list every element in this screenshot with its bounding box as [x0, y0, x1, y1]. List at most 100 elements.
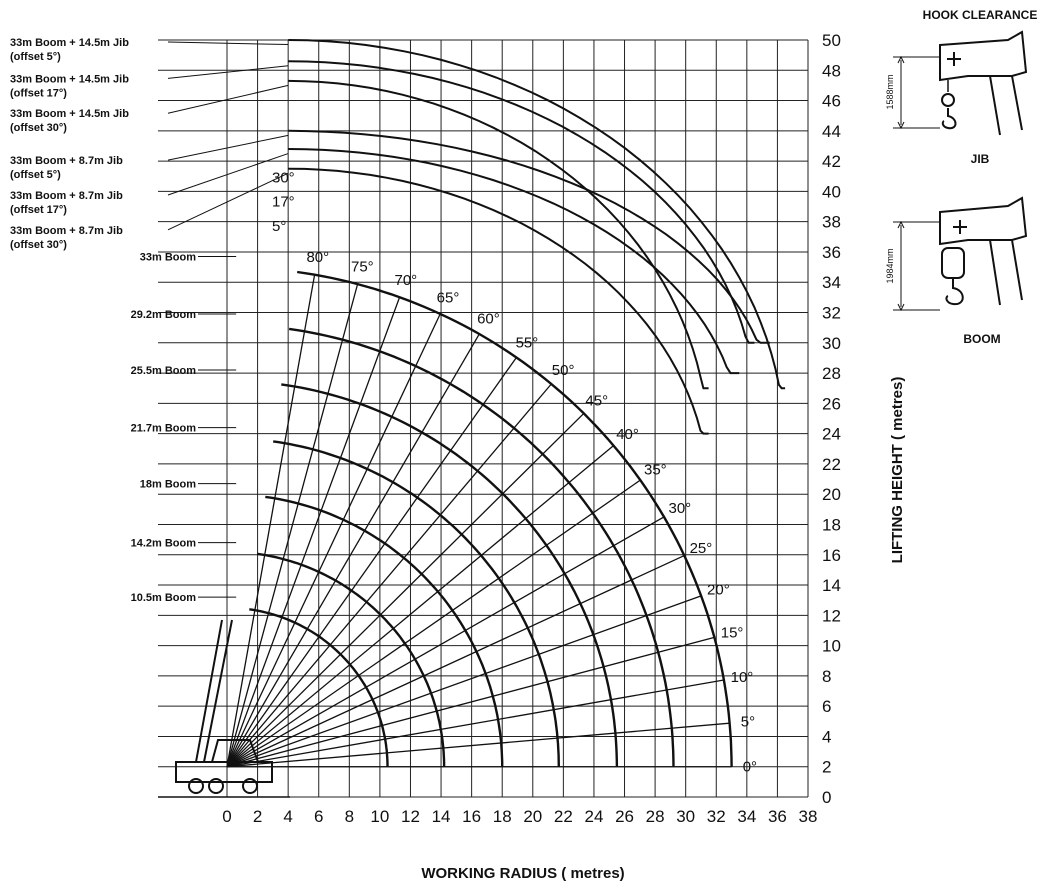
boom-curve-label: 10.5m Boom: [131, 592, 197, 604]
jib-offset-label: 17°: [272, 194, 295, 211]
hook-block-icon: [941, 93, 955, 107]
cab: [211, 739, 259, 763]
jib-offset-label: 5°: [272, 218, 286, 235]
jib-label: JIB: [971, 152, 990, 166]
y-tick-label: 14: [822, 576, 841, 595]
y-tick-label: 28: [822, 364, 841, 383]
y-tick-label: 16: [822, 546, 841, 565]
jib-curve: [288, 129, 770, 344]
hook-icon: [945, 278, 964, 306]
boom-curve: [249, 608, 389, 767]
angle-line: [226, 679, 724, 768]
boom-angle-lines: 0° 5° 10° 15° 20° 25° 30° 35° 40° 45° 50° 55° 60° 65°…: [226, 249, 757, 776]
jib-curve-label-offset: (offset 30°): [10, 239, 67, 251]
curve-labels: 10.5m Boom 14.2m Boom 18m Boom 21.7m Boom 25…: [10, 37, 295, 604]
y-tick-label: 32: [822, 304, 841, 323]
x-axis-title: WORKING RADIUS ( metres): [421, 865, 624, 882]
angle-label: 20°: [707, 582, 730, 599]
angle-line: [226, 297, 401, 767]
y-tick-label: 46: [822, 92, 841, 111]
jib-curve-label: 33m Boom + 14.5m Jib: [10, 73, 129, 85]
jib-curve-label-offset: (offset 17°): [10, 204, 67, 216]
jib-clearance-dimension: 1588mm: [885, 74, 895, 109]
angle-line: [226, 479, 641, 768]
y-tick-label: 20: [822, 485, 841, 504]
boom-curve: [273, 440, 560, 767]
grid: [158, 39, 809, 798]
angle-label: 5°: [741, 714, 755, 731]
jib-curve-label: 33m Boom + 8.7m Jib: [10, 155, 123, 167]
angle-line: [226, 554, 685, 768]
angle-line: [226, 333, 480, 768]
angle-label: 40°: [616, 426, 639, 443]
jib-label-leader: [167, 134, 289, 161]
y-tick-label: 2: [822, 758, 831, 777]
wheel-icon: [188, 778, 204, 794]
boom-curve: [297, 270, 733, 767]
angle-label: 45°: [585, 393, 608, 410]
hook-block-icon: [941, 247, 965, 279]
x-tick-label: 26: [615, 807, 634, 826]
wheel-icon: [208, 778, 224, 794]
sheave-cross-icon: [953, 220, 967, 234]
y-tick-label: 24: [822, 425, 841, 444]
x-tick-label: 34: [737, 807, 756, 826]
y-tick-label: 34: [822, 273, 841, 292]
jib-curve-label: 33m Boom + 8.7m Jib: [10, 190, 123, 202]
angle-line: [226, 636, 715, 768]
angle-line: [226, 722, 730, 768]
x-tick-label: 38: [799, 807, 818, 826]
y-tick-label: 18: [822, 515, 841, 534]
angle-label: 70°: [394, 272, 417, 289]
x-tick-label: 36: [768, 807, 787, 826]
jib-label-leader: [167, 153, 289, 196]
x-tick-label: 8: [345, 807, 354, 826]
jib-curve: [288, 148, 740, 375]
y-tick-label: 44: [822, 122, 841, 141]
y-tick-label: 12: [822, 606, 841, 625]
x-tick-label: 24: [584, 807, 603, 826]
boom-curve-label: 14.2m Boom: [131, 538, 197, 550]
x-tick-label: 0: [222, 807, 231, 826]
angle-label: 55°: [516, 335, 539, 352]
axis-ticks: 0 2 4 6 8 10 12 14 16 18 20 22 24 26 28 30 32 34 36 3802468…: [222, 31, 841, 826]
angle-label: 25°: [690, 540, 713, 557]
y-tick-label: 36: [822, 243, 841, 262]
wheel-icon: [242, 778, 258, 794]
y-tick-label: 26: [822, 394, 841, 413]
boom-curve: [265, 495, 504, 767]
angle-label: 65°: [437, 289, 460, 306]
y-tick-label: 8: [822, 667, 831, 686]
x-tick-label: 14: [432, 807, 451, 826]
y-tick-label: 4: [822, 727, 831, 746]
boom-clearance-dimension: 1984mm: [885, 248, 895, 283]
angle-line: [226, 283, 359, 767]
boom-curve: [281, 383, 619, 767]
sheave-cross-icon: [947, 52, 961, 66]
boom-curve-label: 18m Boom: [140, 479, 196, 491]
jib-curve-label-offset: (offset 17°): [10, 87, 67, 99]
hook-clearance-inset: HOOK CLEARANCE 1588mm JIB 1984mm: [885, 8, 1037, 346]
angle-line: [226, 274, 316, 767]
boom-label: BOOM: [963, 332, 1000, 346]
angle-line: [226, 313, 441, 767]
boom-height-curves: [249, 270, 733, 767]
y-axis-title: LIFTING HEIGHT ( metres): [889, 377, 906, 564]
jib-curve-label-offset: (offset 5°): [10, 51, 61, 63]
x-tick-label: 22: [554, 807, 573, 826]
y-tick-label: 38: [822, 213, 841, 232]
y-tick-label: 0: [822, 788, 831, 807]
y-tick-label: 42: [822, 152, 841, 171]
y-tick-label: 6: [822, 697, 831, 716]
jib-label-leader: [167, 65, 289, 79]
jib-curve-label-offset: (offset 30°): [10, 122, 67, 134]
hook-icon: [941, 108, 957, 130]
y-tick-label: 22: [822, 455, 841, 474]
angle-label: 0°: [743, 759, 757, 776]
x-tick-label: 12: [401, 807, 420, 826]
angle-label: 80°: [306, 249, 329, 266]
x-tick-label: 28: [646, 807, 665, 826]
angle-label: 30°: [669, 500, 692, 517]
angle-label: 50°: [552, 362, 575, 379]
angle-label: 75°: [351, 259, 374, 276]
